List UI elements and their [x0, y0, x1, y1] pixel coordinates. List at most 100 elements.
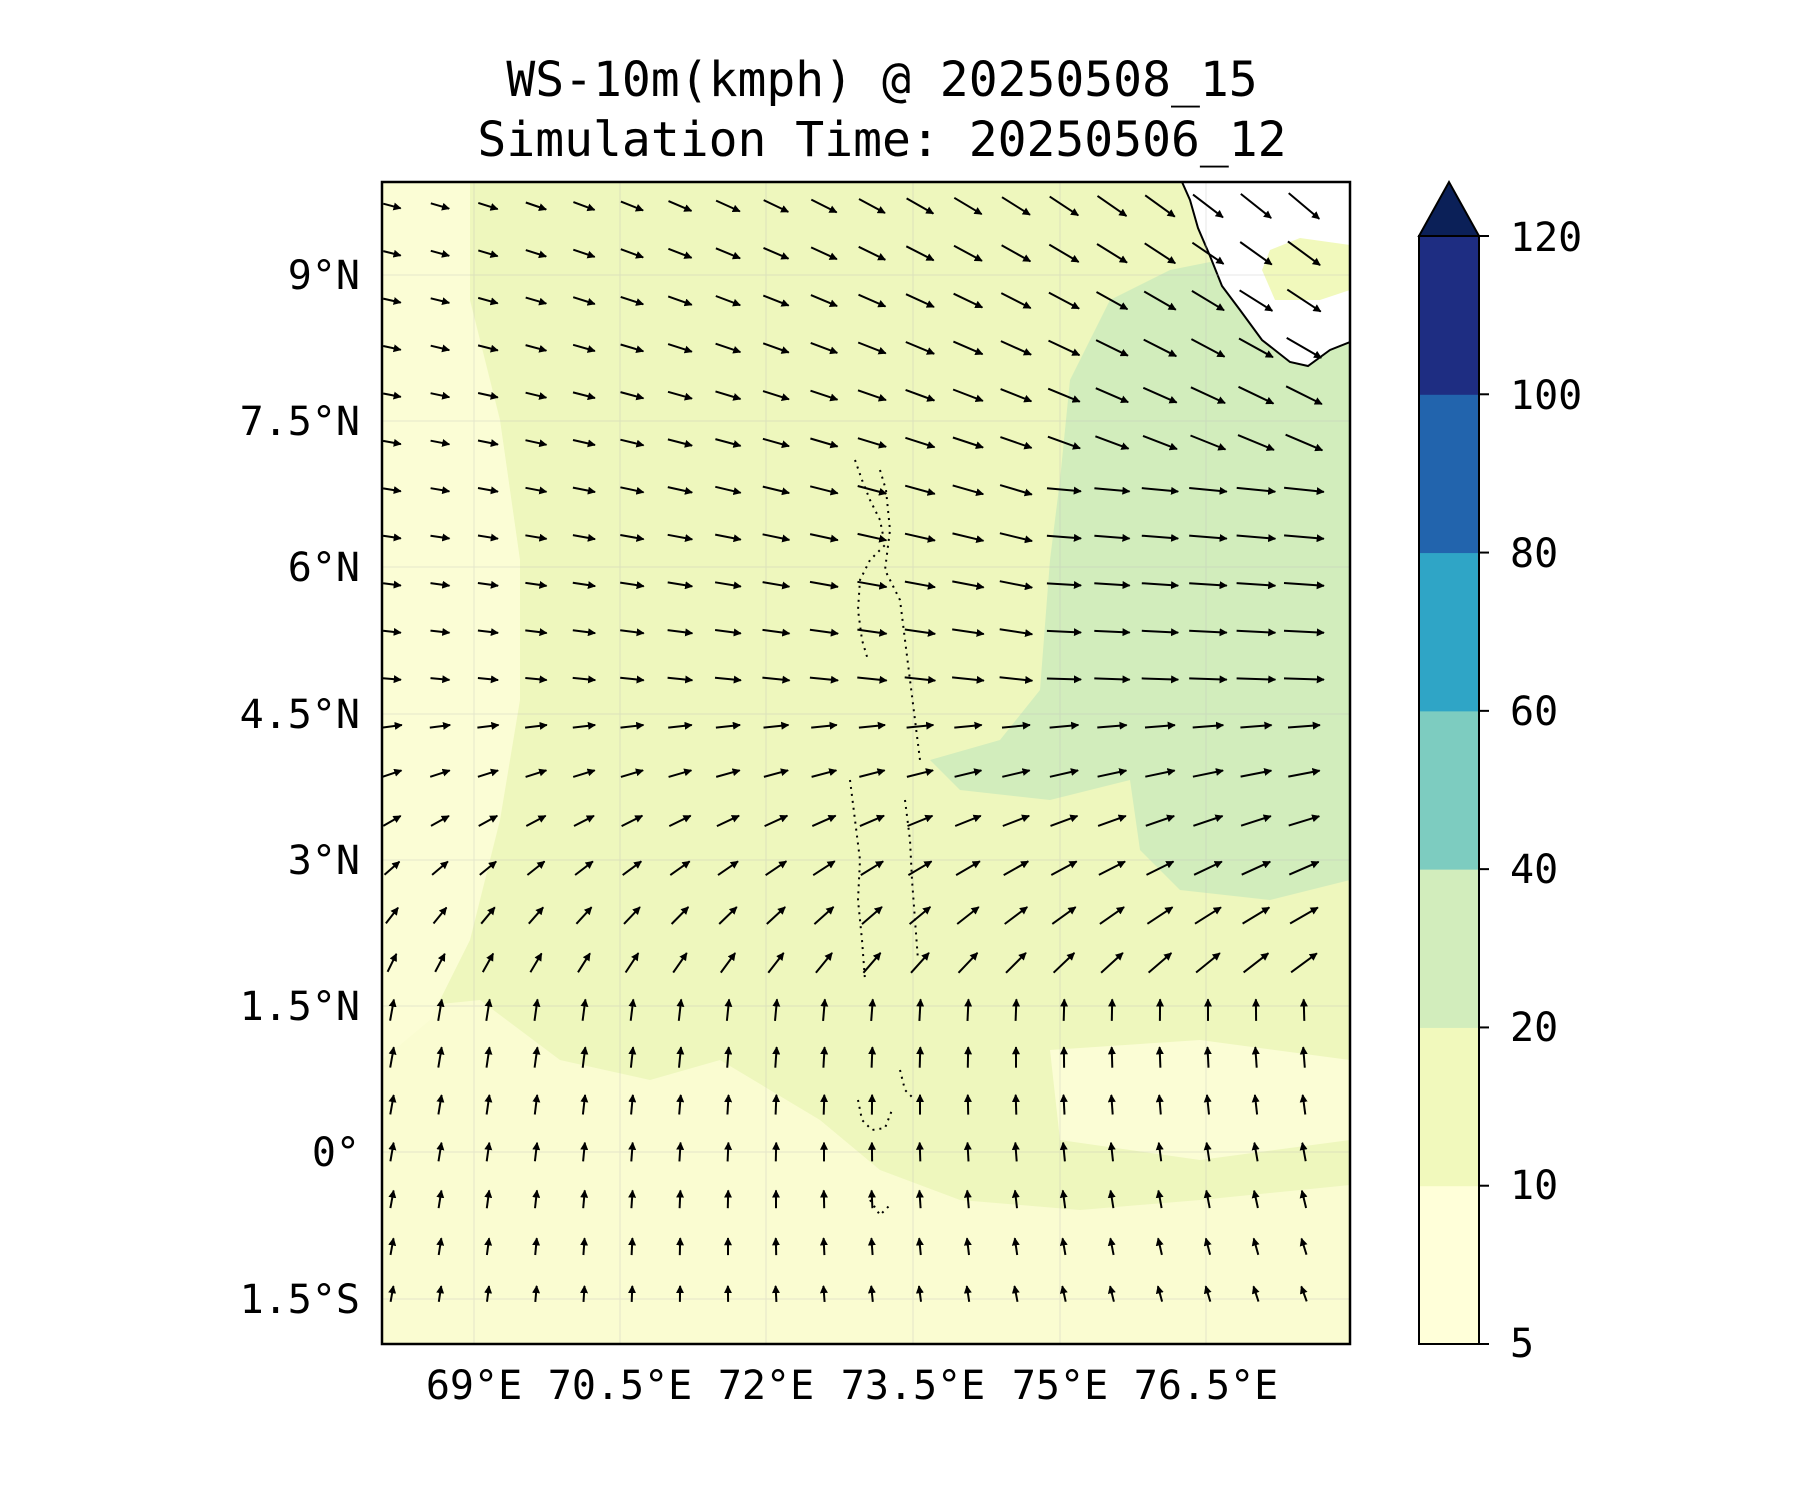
wind-arrow — [857, 532, 888, 543]
lon-label-76-5e: 76.5°E — [1133, 1363, 1279, 1409]
wind-arrow — [1144, 242, 1176, 265]
wind-arrow — [715, 485, 742, 496]
wind-arrow — [1001, 244, 1032, 263]
wind-arrow — [809, 533, 839, 543]
wind-arrow — [1240, 814, 1272, 827]
wind-arrow — [857, 485, 888, 496]
wind-arrow — [764, 814, 789, 828]
wind-arrow — [484, 1237, 493, 1256]
wind-arrow — [1285, 385, 1323, 405]
wind-arrow — [905, 436, 936, 449]
wind-arrow — [383, 249, 402, 258]
wind-arrow — [715, 342, 742, 354]
wind-arrow — [669, 860, 691, 876]
wind-arrow — [715, 199, 741, 213]
colorbar-label-10: 10 — [1510, 1163, 1559, 1209]
lon-label-70-5e: 70.5°E — [547, 1363, 693, 1409]
wind-arrow — [1146, 906, 1174, 925]
wind-arrow — [572, 343, 596, 353]
wind-arrow — [1299, 1189, 1308, 1209]
wind-arrow — [668, 721, 693, 730]
wind-arrow — [1288, 814, 1321, 827]
wind-arrow — [1000, 292, 1032, 309]
wind-arrow — [1251, 1237, 1260, 1256]
wind-arrow — [953, 196, 983, 216]
wind-arrow — [765, 860, 788, 877]
wind-arrow — [1283, 581, 1325, 590]
wind-arrow — [952, 580, 985, 590]
wind-arrow — [905, 388, 936, 402]
wind-arrow — [620, 486, 645, 495]
lat-label-9n: 9°N — [287, 253, 360, 299]
wind-arrow — [1060, 998, 1069, 1021]
wind-arrow — [1251, 1141, 1260, 1162]
wind-arrow — [528, 906, 544, 925]
wind-arrow — [385, 906, 399, 925]
land-interior-shading — [1262, 238, 1350, 300]
wind-arrow — [857, 580, 888, 590]
wind-arrow — [953, 244, 983, 262]
wind-arrow — [436, 1237, 445, 1256]
map-subtitle: Simulation Time: 20250506_12 — [477, 112, 1287, 168]
wind-arrow — [763, 721, 790, 730]
colorbar-bin — [1419, 1027, 1479, 1187]
wind-arrow — [762, 628, 791, 637]
wind-arrow — [1251, 1285, 1260, 1302]
wind-arrow — [477, 721, 500, 730]
wind-arrow — [1288, 192, 1320, 220]
wind-arrow — [857, 675, 888, 684]
wind-arrow — [999, 580, 1033, 591]
wind-arrow — [819, 1285, 828, 1302]
wind-arrow — [484, 1046, 493, 1068]
wind-arrow — [667, 295, 693, 307]
wind-arrow — [904, 628, 936, 637]
wind-arrow — [1107, 1189, 1116, 1209]
wind-arrow — [1236, 486, 1277, 495]
wind-arrow — [1240, 768, 1273, 778]
wind-arrow — [1095, 387, 1129, 404]
wind-arrow — [574, 860, 594, 876]
calm-region-south — [382, 1000, 1350, 1344]
wind-arrow — [667, 438, 693, 448]
wind-arrow — [620, 391, 645, 401]
wind-arrow — [388, 1094, 397, 1115]
wind-arrow — [575, 906, 593, 925]
wind-arrow — [484, 1094, 493, 1115]
wind-arrow — [1059, 1189, 1068, 1209]
wind-arrow — [477, 768, 499, 778]
colorbar-label-40: 40 — [1510, 847, 1559, 893]
wind-arrow — [1107, 1237, 1116, 1256]
wind-arrow — [628, 998, 637, 1021]
wind-arrow — [434, 952, 446, 973]
wind-arrow — [1012, 998, 1021, 1021]
wind-arrow — [1107, 1094, 1116, 1115]
wind-arrow — [957, 952, 979, 974]
wind-arrow — [436, 1046, 445, 1068]
wind-arrow — [1094, 581, 1131, 590]
colorbar-frame — [1418, 235, 1480, 1345]
wind-arrow — [1094, 533, 1131, 542]
wind-arrow — [1193, 814, 1224, 827]
wind-arrow — [858, 198, 886, 214]
wind-arrow — [1143, 338, 1178, 358]
wind-arrow — [1107, 1141, 1116, 1162]
wind-arrow — [1203, 1285, 1212, 1302]
wind-arrow — [762, 675, 791, 684]
wind-arrow — [388, 1189, 397, 1209]
wind-arrow — [868, 1046, 877, 1068]
wind-arrow — [628, 1237, 637, 1256]
wind-arrow — [811, 768, 838, 778]
wind-arrow — [532, 1237, 541, 1256]
wind-arrow — [388, 1141, 397, 1162]
wind-arrow — [1240, 721, 1273, 730]
wind-arrow — [908, 906, 932, 925]
wind-arrow — [1141, 628, 1179, 637]
wind-arrow — [620, 721, 645, 730]
wind-arrow — [810, 198, 838, 214]
wind-arrow — [388, 998, 397, 1021]
wind-arrow — [1000, 436, 1033, 450]
wind-arrow — [1285, 433, 1324, 452]
wind-arrow — [905, 293, 935, 308]
wind-arrow — [624, 952, 640, 974]
wind-arrow — [714, 628, 742, 637]
